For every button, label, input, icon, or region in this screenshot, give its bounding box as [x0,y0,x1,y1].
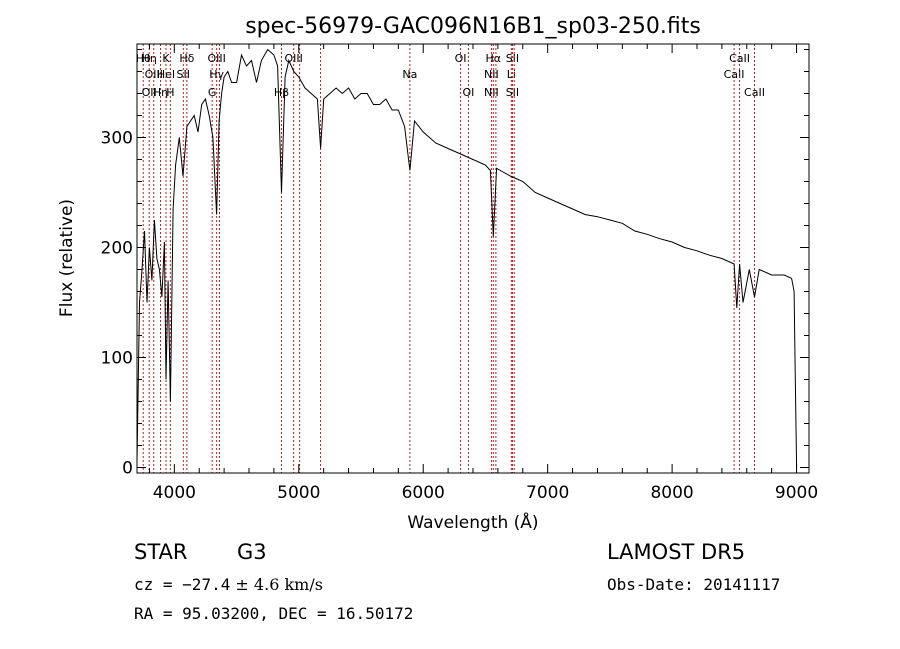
y-tick-label: 100 [101,349,133,369]
line-marker-label: SII [177,68,190,81]
chart-title: spec-56979-GAC096N16B1_sp03-250.fits [245,14,701,39]
object-class: STAR [134,540,188,564]
axis-ticks: 4000 5000 6000 7000 8000 9000 0 100 200 300 [101,44,818,503]
x-tick-label: 5000 [277,483,320,503]
x-axis-label: Wavelength (Å) [407,511,538,533]
line-marker-label: OI [455,52,467,65]
y-tick-label: 200 [101,239,133,259]
x-tick-label: 7000 [526,483,569,503]
redshift-line: cz = −27.4 ± 4.6 km/s [134,575,323,594]
line-marker-label: HeI [157,68,175,81]
line-marker-label: SII [506,86,519,99]
line-marker-label: G [208,86,217,99]
coordinates: RA = 95.03200, DEC = 16.50172 [134,604,414,623]
line-marker-label: Hα [486,52,502,65]
line-marker-label: CaII [729,52,750,65]
y-tick-label: 300 [101,129,133,149]
cz-value: −27.4 [182,575,231,594]
line-marker-label: NII [484,68,499,81]
line-marker-label: NII [484,86,499,99]
line-marker-label: Hη [153,86,168,99]
observation-date: Obs-Date: 20141117 [607,575,781,594]
object-subclass: G3 [237,540,267,564]
x-tick-label: 8000 [650,483,693,503]
survey-name: LAMOST DR5 [607,540,746,564]
line-marker-label: Hθ [136,52,151,65]
line-marker-label: CaII [724,68,745,81]
line-marker-label: Hη [142,52,157,65]
line-marker-label: Hγ [209,68,224,81]
plot-frame [136,43,810,474]
line-marker-label: Na [402,68,417,81]
line-marker-label: Li [507,68,516,81]
x-tick-label: 4000 [153,483,196,503]
cz-error: ± 4.6 km/s [230,575,323,594]
y-axis-label: Flux (relative) [57,199,77,317]
line-marker-label: CaII [744,86,765,99]
line-marker-label: SII [506,52,519,65]
spectral-line-markers: HθHηOIIOIIIHηKHeIHSIIHδGOIIIHγHβOIIINaOI… [136,44,765,473]
line-marker-label: OI [462,86,474,99]
line-marker-label: Hβ [274,86,289,99]
y-tick-label: 0 [122,459,133,479]
cz-prefix: cz = [134,575,183,594]
x-tick-label: 6000 [402,483,445,503]
line-marker-label: OIII [207,52,225,65]
line-marker-label: OII [142,86,157,99]
line-marker-label: K [162,52,170,65]
line-marker-label: H [166,86,174,99]
line-marker-label: Hδ [179,52,194,65]
line-marker-label: OIII [145,68,163,81]
spectrum-line [136,48,798,468]
x-tick-label: 9000 [775,483,818,503]
